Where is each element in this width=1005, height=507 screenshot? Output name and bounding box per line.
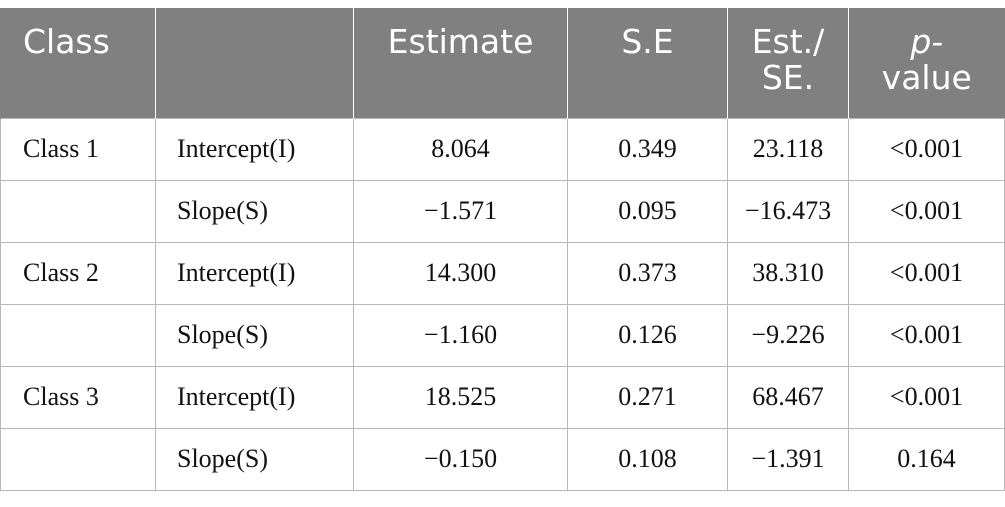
cell-class [0, 427, 156, 491]
cell-p-value: <0.001 [848, 241, 1005, 305]
cell-standard-error: 0.271 [567, 365, 728, 429]
header-estimate: Estimate [353, 8, 568, 118]
results-table-container: Class Estimate S.E Est./SE. p-value Clas… [0, 8, 1005, 491]
table-row: Slope(S) −1.160 0.126 −9.226 <0.001 [0, 303, 1005, 367]
cell-est-se: −9.226 [727, 303, 849, 367]
cell-standard-error: 0.108 [567, 427, 728, 491]
cell-estimate: 8.064 [353, 117, 568, 181]
cell-p-value: <0.001 [848, 117, 1005, 181]
cell-parameter: Slope(S) [155, 179, 354, 243]
cell-class: Class 3 [0, 365, 156, 429]
cell-parameter: Slope(S) [155, 303, 354, 367]
header-est-se-line2: SE. [761, 58, 815, 97]
header-p-value-line2: value [881, 58, 972, 97]
cell-estimate: −1.160 [353, 303, 568, 367]
table-row: Class 2 Intercept(I) 14.300 0.373 38.310… [0, 241, 1005, 305]
cell-parameter: Slope(S) [155, 427, 354, 491]
cell-standard-error: 0.126 [567, 303, 728, 367]
cell-est-se: 23.118 [727, 117, 849, 181]
cell-est-se: −1.391 [727, 427, 849, 491]
cell-p-value: <0.001 [848, 303, 1005, 367]
header-p-value-line1: p- [910, 22, 944, 61]
cell-est-se: 38.310 [727, 241, 849, 305]
header-est-se-line1: Est./ [751, 22, 825, 61]
cell-estimate: −1.571 [353, 179, 568, 243]
cell-class: Class 2 [0, 241, 156, 305]
cell-standard-error: 0.373 [567, 241, 728, 305]
table-row: Slope(S) −0.150 0.108 −1.391 0.164 [0, 427, 1005, 491]
table-row: Slope(S) −1.571 0.095 −16.473 <0.001 [0, 179, 1005, 243]
table-row: Class 3 Intercept(I) 18.525 0.271 68.467… [0, 365, 1005, 429]
cell-class [0, 303, 156, 367]
cell-est-se: 68.467 [727, 365, 849, 429]
cell-est-se: −16.473 [727, 179, 849, 243]
cell-class [0, 179, 156, 243]
cell-estimate: −0.150 [353, 427, 568, 491]
cell-p-value: <0.001 [848, 179, 1005, 243]
cell-estimate: 18.525 [353, 365, 568, 429]
header-standard-error: S.E [567, 8, 728, 118]
cell-parameter: Intercept(I) [155, 241, 354, 305]
class-estimates-table: Class Estimate S.E Est./SE. p-value Clas… [0, 8, 1005, 491]
cell-p-value: <0.001 [848, 365, 1005, 429]
table-header-row: Class Estimate S.E Est./SE. p-value [0, 8, 1005, 118]
header-class: Class [0, 8, 156, 118]
cell-parameter: Intercept(I) [155, 117, 354, 181]
cell-parameter: Intercept(I) [155, 365, 354, 429]
header-p-value: p-value [848, 8, 1005, 118]
header-est-se: Est./SE. [727, 8, 849, 118]
cell-p-value: 0.164 [848, 427, 1005, 491]
cell-class: Class 1 [0, 117, 156, 181]
cell-standard-error: 0.349 [567, 117, 728, 181]
header-parameter [155, 8, 354, 118]
cell-estimate: 14.300 [353, 241, 568, 305]
table-row: Class 1 Intercept(I) 8.064 0.349 23.118 … [0, 117, 1005, 181]
cell-standard-error: 0.095 [567, 179, 728, 243]
